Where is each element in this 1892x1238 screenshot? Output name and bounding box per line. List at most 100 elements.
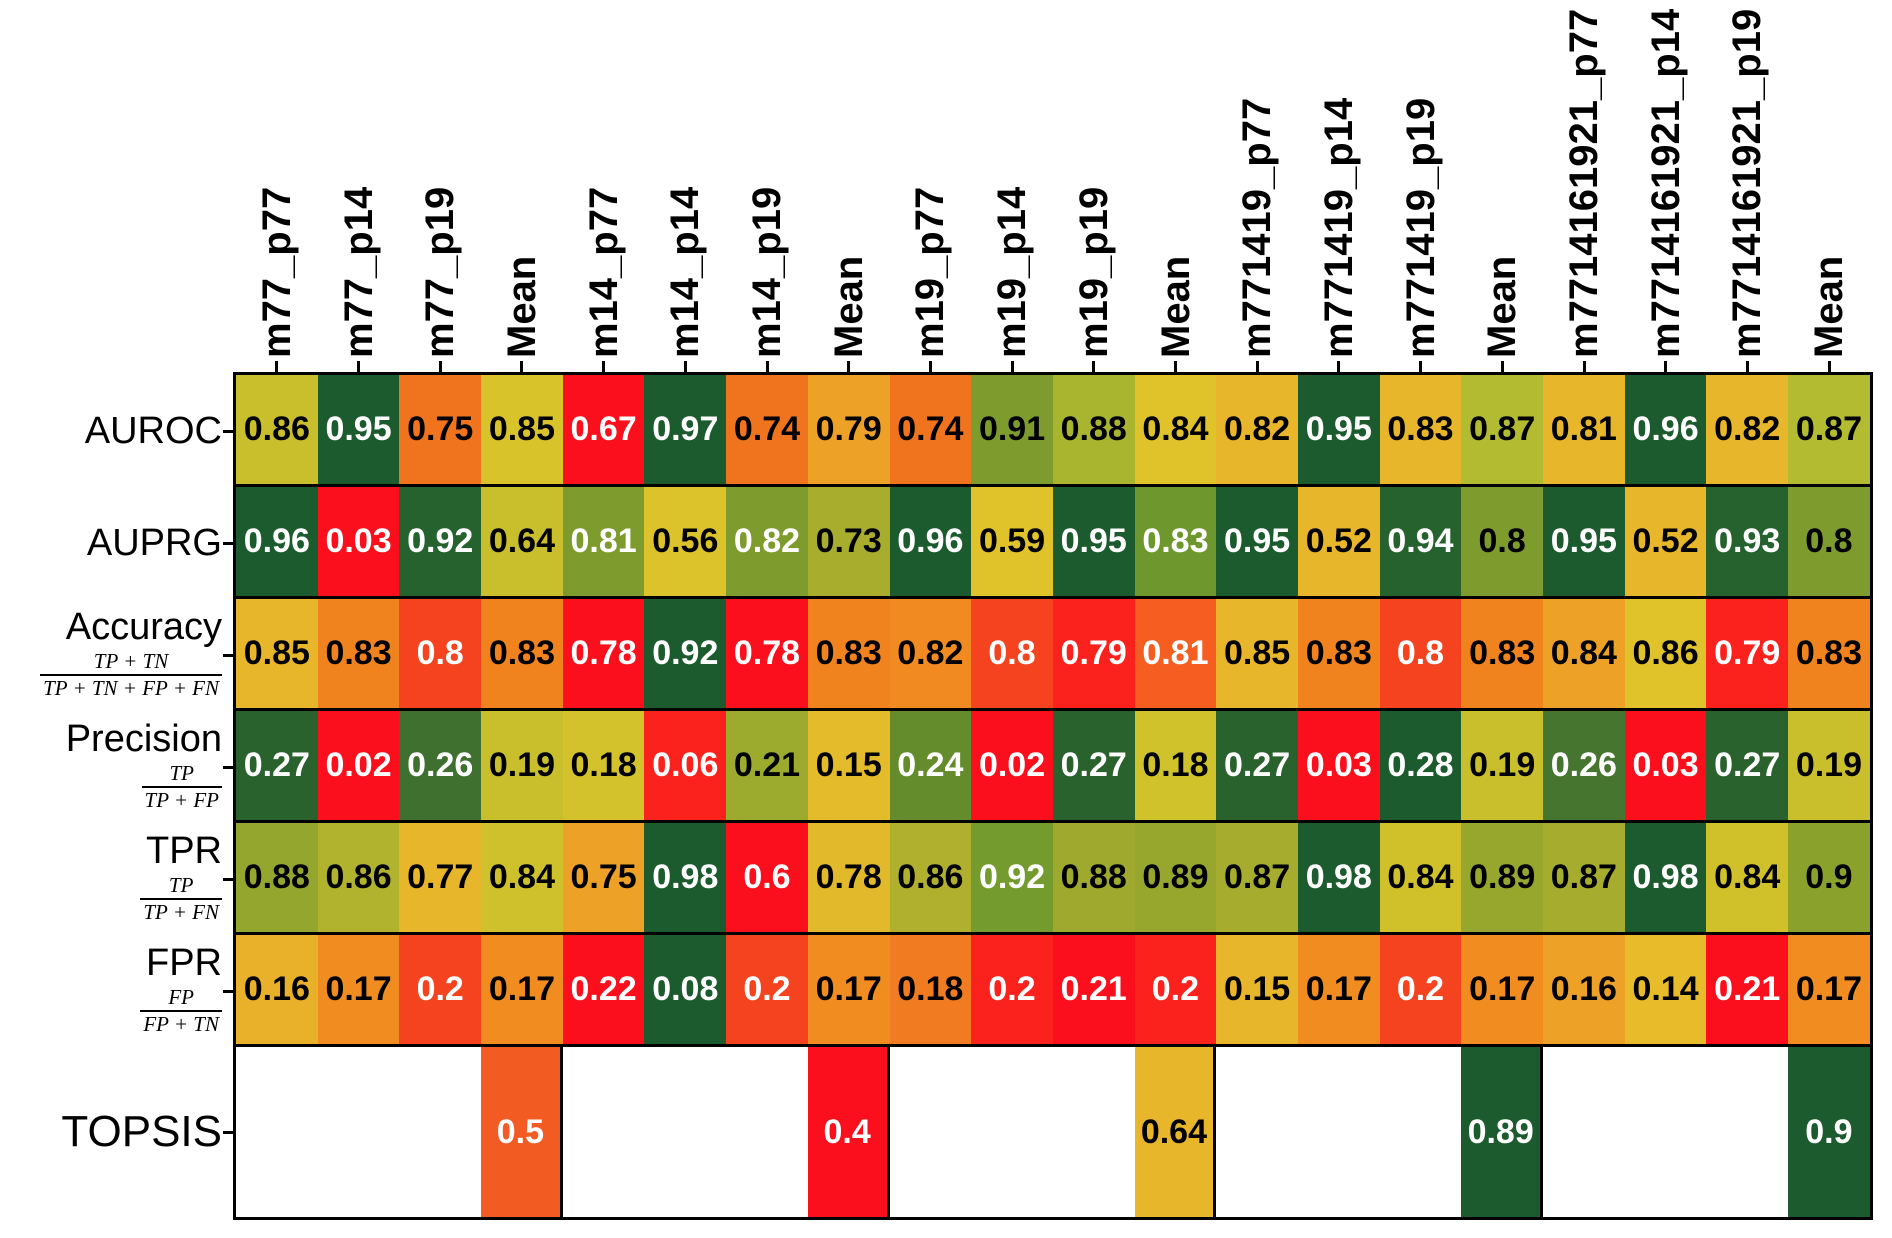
heatmap-cell: 0.86 <box>1624 599 1707 708</box>
cell-value: 0.89 <box>1467 1112 1534 1151</box>
cell-value: 0.96 <box>897 522 964 560</box>
heatmap-cell: 0.89 <box>1134 823 1217 932</box>
col-label-5: m14_p14 <box>663 186 708 358</box>
cell-value: 0.67 <box>570 410 637 448</box>
cell-value: 0.2 <box>743 970 791 1008</box>
cell-value: 0.28 <box>1387 746 1454 784</box>
heatmap-cell: 0.52 <box>1624 487 1707 596</box>
heatmap-cell: 0.2 <box>1134 935 1217 1044</box>
heatmap-cell: 0.18 <box>1134 711 1217 820</box>
heatmap-cell: 0.21 <box>726 711 808 820</box>
heatmap-cell: 0.21 <box>1706 935 1789 1044</box>
heatmap-cell: 0.17 <box>481 935 563 1044</box>
heatmap-cell: 0.64 <box>481 487 563 596</box>
row-label-auroc: AUROC <box>0 375 222 487</box>
cell-value: 0.03 <box>1305 746 1372 784</box>
topsis-cell <box>562 1047 645 1217</box>
topsis-cell <box>1706 1047 1789 1217</box>
metric-name: AUPRG <box>86 521 222 564</box>
col-label-4: m14_p77 <box>581 186 626 358</box>
topsis-cell <box>1216 1047 1298 1217</box>
col-label-18: m7714161921_p19 <box>1725 8 1770 358</box>
heatmap-cell: 0.75 <box>399 375 482 484</box>
heatmap-cell: 0.87 <box>1461 375 1543 484</box>
cell-value: 0.85 <box>488 410 555 448</box>
cell-value: 0.87 <box>1224 858 1291 896</box>
cell-value: 0.75 <box>407 410 474 448</box>
heatmap-cell: 0.84 <box>1134 375 1217 484</box>
cell-value: 0.95 <box>1550 522 1617 560</box>
cell-value: 0.17 <box>488 970 555 1008</box>
cell-value: 0.17 <box>1469 970 1536 1008</box>
cell-value: 0.84 <box>488 858 555 896</box>
cell-value: 0.95 <box>1060 522 1127 560</box>
cell-value: 0.8 <box>416 634 464 672</box>
heatmap-row-topsis: 0.5 0.4 0.64 0.89 0.9 <box>236 1047 1870 1217</box>
row-label-topsis: TOPSIS <box>0 1047 222 1217</box>
x-axis-tick <box>520 361 524 375</box>
cell-value: 0.8 <box>1805 522 1853 560</box>
heatmap-cell: 0.18 <box>889 935 972 1044</box>
heatmap-cell: 0.83 <box>1461 599 1543 708</box>
heatmap-cell: 0.88 <box>1052 375 1135 484</box>
cell-value: 0.83 <box>815 634 882 672</box>
heatmap-cell: 0.83 <box>1297 599 1380 708</box>
col-label-9: m19_p14 <box>990 186 1035 358</box>
cell-value: 0.52 <box>1632 522 1699 560</box>
y-axis-tick <box>223 1130 236 1134</box>
heatmap-cell: 0.86 <box>236 375 318 484</box>
metric-formula: TP TP + FP <box>141 761 222 813</box>
cell-value: 0.19 <box>488 746 555 784</box>
heatmap-cell: 0.96 <box>1624 375 1707 484</box>
cell-value: 0.92 <box>978 858 1046 896</box>
cell-value: 0.9 <box>1805 1112 1853 1151</box>
heatmap-cell: 0.17 <box>1461 935 1543 1044</box>
cell-value: 0.83 <box>1795 634 1862 672</box>
heatmap-cell: 0.52 <box>1297 487 1380 596</box>
x-axis-tick <box>275 361 279 375</box>
y-axis-tick <box>223 877 236 881</box>
x-axis-tick <box>1092 361 1096 375</box>
heatmap-cell: 0.95 <box>1297 375 1380 484</box>
cell-value: 0.98 <box>1305 858 1372 896</box>
heatmap-cell: 0.02 <box>971 711 1053 820</box>
cell-value: 0.19 <box>1795 746 1862 784</box>
cell-value: 0.91 <box>978 410 1046 448</box>
topsis-cell: 0.64 <box>1134 1047 1217 1217</box>
heatmap-cell: 0.21 <box>1052 935 1135 1044</box>
col-label-13: m771419_p14 <box>1316 97 1361 358</box>
heatmap-row-auprg: 0.96 0.03 0.92 0.64 0.81 0.56 0.82 0.73 0.96 0.59… <box>236 487 1870 599</box>
cell-value: 0.56 <box>652 522 719 560</box>
topsis-cell <box>971 1047 1053 1217</box>
heatmap-cell: 0.83 <box>1379 375 1462 484</box>
heatmap-cell: 0.2 <box>971 935 1053 1044</box>
y-axis-tick <box>223 765 236 769</box>
cell-value: 0.17 <box>1795 970 1862 1008</box>
heatmap-cell: 0.2 <box>726 935 808 1044</box>
x-axis-tick <box>847 361 851 375</box>
heatmap-cell: 0.24 <box>889 711 972 820</box>
cell-value: 0.18 <box>570 746 637 784</box>
cell-value: 0.83 <box>1387 410 1454 448</box>
col-label-14: m771419_p19 <box>1398 97 1443 358</box>
heatmap-cell: 0.91 <box>971 375 1053 484</box>
cell-value: 0.82 <box>733 522 801 560</box>
heatmap-cell: 0.27 <box>1052 711 1135 820</box>
cell-value: 0.83 <box>1469 634 1536 672</box>
cell-value: 0.59 <box>978 522 1046 560</box>
cell-value: 0.27 <box>1060 746 1127 784</box>
cell-value: 0.79 <box>815 410 882 448</box>
heatmap-cell: 0.95 <box>317 375 400 484</box>
col-label-6: m14_p19 <box>745 186 790 358</box>
heatmap-grid: 0.86 0.95 0.75 0.85 0.67 0.97 0.74 0.79 0.74 0.91… <box>233 372 1873 1220</box>
heatmap-cell: 0.19 <box>1788 711 1870 820</box>
heatmap-cell: 0.87 <box>1543 823 1625 932</box>
cell-value: 0.81 <box>1142 634 1209 672</box>
heatmap-row-precision: 0.27 0.02 0.26 0.19 0.18 0.06 0.21 0.15 0.24 0.02… <box>236 711 1870 823</box>
metric-formula: TP TP + FN <box>140 873 222 925</box>
cell-value: 0.5 <box>496 1112 545 1151</box>
topsis-cell <box>889 1047 972 1217</box>
cell-value: 0.84 <box>1714 858 1781 896</box>
cell-value: 0.17 <box>1305 970 1372 1008</box>
heatmap-cell: 0.92 <box>399 487 482 596</box>
